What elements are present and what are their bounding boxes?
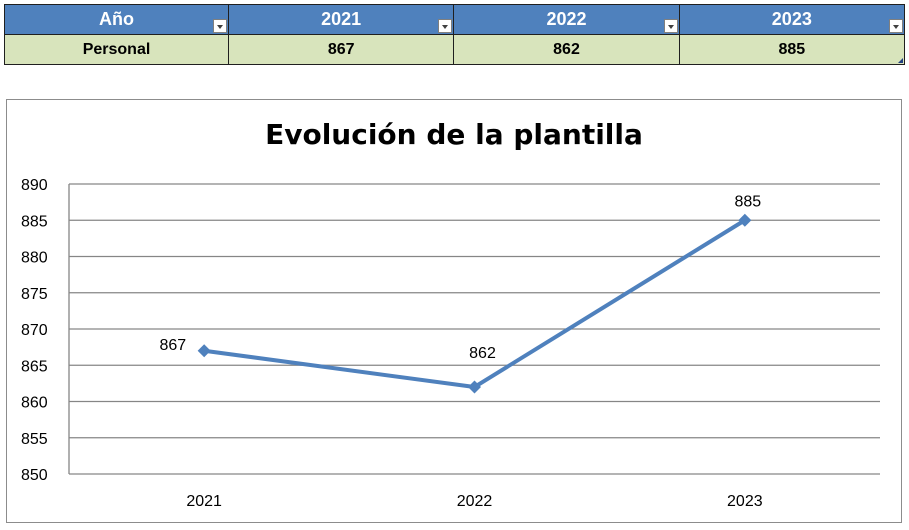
cell-value: 885 bbox=[778, 40, 806, 58]
y-tick-label: 860 bbox=[21, 395, 48, 412]
y-tick-label: 850 bbox=[21, 467, 48, 484]
value-cell-2023[interactable]: 885 bbox=[678, 34, 906, 65]
filter-dropdown-icon[interactable] bbox=[663, 19, 678, 33]
filter-dropdown-icon[interactable] bbox=[213, 19, 227, 33]
header-cell-2023[interactable]: 2023 bbox=[678, 4, 906, 35]
header-label: Año bbox=[99, 9, 134, 29]
x-tick-label: 2022 bbox=[457, 493, 493, 510]
header-year-label: 2021 bbox=[321, 9, 362, 29]
table-resize-handle-icon[interactable] bbox=[898, 58, 903, 63]
header-cell-year[interactable]: Año bbox=[4, 4, 229, 35]
data-point-marker bbox=[738, 213, 752, 227]
y-tick-label: 855 bbox=[21, 431, 48, 448]
filter-dropdown-icon[interactable] bbox=[889, 19, 903, 33]
y-tick-label: 880 bbox=[21, 250, 48, 267]
y-tick-label: 875 bbox=[21, 286, 48, 303]
header-year-label: 2022 bbox=[546, 9, 587, 29]
y-tick-label: 865 bbox=[21, 358, 48, 375]
y-tick-label: 870 bbox=[21, 322, 48, 339]
data-table: Año 2021 2022 2023 Personal 867 862 885 bbox=[4, 4, 906, 65]
data-label: 867 bbox=[159, 337, 186, 354]
row-label-cell[interactable]: Personal bbox=[4, 34, 229, 65]
header-cell-2021[interactable]: 2021 bbox=[227, 4, 455, 35]
filter-dropdown-icon[interactable] bbox=[438, 19, 453, 33]
y-tick-label: 890 bbox=[21, 177, 48, 194]
x-tick-label: 2021 bbox=[186, 493, 222, 510]
value-cell-2022[interactable]: 862 bbox=[453, 34, 680, 65]
chart-plot-area: 850 855 860 865 870 875 880 885 890 2021 2022 2023 8… bbox=[21, 177, 880, 510]
cell-value: 867 bbox=[327, 40, 355, 58]
x-tick-label: 2023 bbox=[727, 493, 763, 510]
chart-title: Evolución de la plantilla bbox=[265, 118, 643, 151]
table-header-row: Año 2021 2022 2023 bbox=[4, 4, 906, 35]
data-label: 862 bbox=[469, 345, 496, 362]
data-point-marker bbox=[197, 344, 211, 358]
value-cell-2021[interactable]: 867 bbox=[227, 34, 455, 65]
cell-value: 862 bbox=[553, 40, 580, 58]
header-cell-2022[interactable]: 2022 bbox=[453, 4, 680, 35]
table-row: Personal 867 862 885 bbox=[4, 34, 906, 65]
y-tick-label: 885 bbox=[21, 213, 48, 230]
line-chart[interactable]: Evolución de la plantilla 850 855 860 865 87… bbox=[6, 99, 902, 523]
data-point-marker bbox=[468, 380, 481, 394]
data-label: 885 bbox=[734, 193, 761, 210]
row-label: Personal bbox=[82, 40, 151, 58]
header-year-label: 2023 bbox=[771, 9, 812, 29]
